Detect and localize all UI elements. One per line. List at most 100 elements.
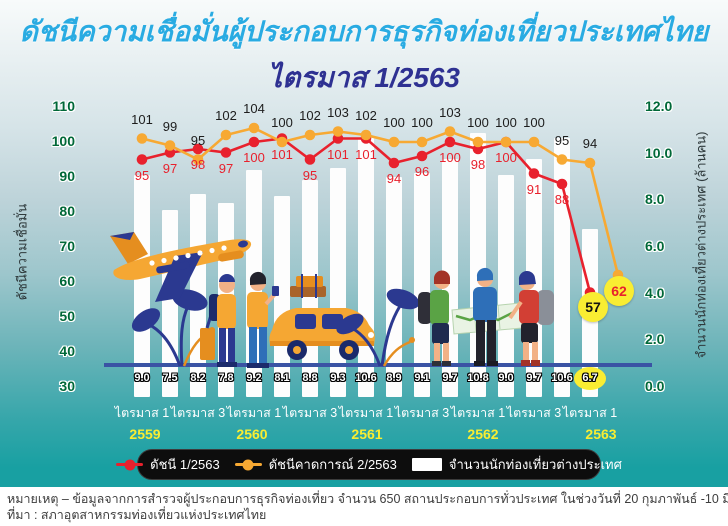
year-label: 2560	[236, 426, 268, 442]
forecast-point-label: 99	[162, 118, 178, 134]
index-point-label: 101	[327, 146, 349, 162]
tourist-bar	[162, 210, 178, 397]
latest-index-badge: 57	[578, 291, 608, 322]
index-point-label: 91	[526, 181, 542, 197]
index-point-label: 95	[134, 167, 150, 183]
left-axis-tick: 100	[51, 133, 75, 149]
right-axis-tick: 4.0	[645, 284, 665, 301]
quarter-label: ไตรมาส 3	[394, 406, 450, 420]
left-axis-tick: 80	[59, 203, 75, 219]
orange-line-marker-icon	[234, 463, 262, 466]
x-axis-baseline	[104, 363, 652, 367]
legend-item-tourists: จำนวนนักท่องเที่ยวต่างประเทศ	[411, 454, 622, 475]
bar-value-label: 8.9	[386, 372, 402, 384]
index-point-label: 100	[439, 150, 461, 165]
bar-value-label: 8.1	[274, 372, 290, 384]
tourists-pair-icon	[200, 271, 279, 368]
index-point-label: 101	[271, 146, 293, 162]
forecast-point-label: 103	[439, 104, 461, 120]
forecast-index-badge: 62	[604, 276, 634, 306]
bar-value-label: 7.8	[218, 372, 234, 384]
latest-tourists-highlight	[574, 367, 606, 390]
red-line-marker-icon	[116, 463, 144, 466]
legend-label: ดัชนีคาดการณ์ 2/2563	[268, 457, 397, 472]
index-point-label: 97	[218, 160, 234, 176]
footnote: หมายเหตุ – ข้อมูลจากการสำรวจผู้ประกอบการ…	[7, 492, 728, 506]
index-point-label: 94	[386, 171, 402, 186]
right-axis-tick: 0.0	[645, 378, 665, 394]
forecast-point-label: 102	[215, 108, 237, 123]
legend-label: จำนวนนักท่องเที่ยวต่างประเทศ	[448, 457, 622, 472]
year-label: 2561	[351, 426, 383, 442]
index-point-label: 100	[495, 150, 517, 165]
legend-label: ดัชนี 1/2563	[150, 457, 220, 472]
forecast-point-label: 103	[327, 104, 349, 120]
legend-item-forecast: ดัชนีคาดการณ์ 2/2563	[234, 454, 397, 475]
index-point-label: 100	[243, 150, 265, 165]
forecast-point-label: 104	[243, 101, 265, 116]
quarter-label: ไตรมาส 1	[114, 406, 170, 420]
bar-value-label: 9.1	[414, 372, 430, 384]
bar-value-label: 10.8	[467, 372, 489, 384]
source-note: ที่มา : สภาอุตสาหกรรมท่องเที่ยวแห่งประเท…	[7, 508, 267, 522]
tourist-bar	[442, 158, 458, 397]
bar-value-label: 9.0	[498, 372, 514, 384]
bar-value-label: 10.6	[355, 372, 377, 384]
forecast-point-label: 102	[299, 108, 321, 123]
bar-value-label: 10.6	[551, 372, 573, 384]
travel-illustration	[110, 232, 554, 368]
tourist-bar	[218, 203, 234, 397]
index-point-label: 88	[554, 192, 570, 207]
quarter-label: ไตรมาส 1	[338, 406, 394, 420]
left-axis-tick: 60	[59, 273, 75, 289]
tourist-bar	[470, 133, 486, 397]
bar-value-label: 9.7	[442, 372, 458, 384]
bar-value-label: 9.3	[330, 372, 346, 384]
right-axis-tick: 6.0	[645, 238, 665, 254]
index-point-label: 98	[190, 157, 206, 172]
year-label: 2563	[585, 426, 617, 442]
index-point-label: 98	[470, 157, 486, 172]
forecast-point-label: 102	[355, 108, 377, 123]
bar-value-label: 9.7	[526, 372, 542, 384]
index-point-label: 95	[302, 167, 318, 183]
bar-value-label: 8.2	[190, 372, 206, 384]
left-axis-tick: 30	[59, 378, 75, 394]
bar-value-label: 6.7	[582, 372, 598, 384]
index-point-label: 96	[414, 164, 430, 179]
forecast-point-label: 100	[411, 115, 433, 130]
forecast-point-label: 101	[131, 111, 153, 127]
quarter-label: ไตรมาส 3	[282, 406, 338, 420]
forecast-point-label: 95	[554, 132, 570, 148]
right-axis-title: จำนวนนักท่องเที่ยวต่างประเทศ (ล้านคน)	[693, 131, 709, 359]
white-bar-marker-icon	[411, 458, 442, 471]
forecast-point-label: 100	[271, 115, 293, 130]
left-axis-tick: 110	[52, 98, 75, 114]
tourist-bar	[554, 137, 570, 397]
left-axis-tick: 40	[59, 343, 75, 359]
left-axis-tick: 90	[59, 168, 75, 184]
bar-value-label: 9.0	[134, 372, 150, 384]
bar-value-label: 9.2	[246, 372, 262, 384]
quarter-label: ไตรมาส 1	[562, 406, 618, 420]
footer: หมายเหตุ – ข้อมูลจากการสำรวจผู้ประกอบการ…	[0, 487, 728, 526]
quarter-label: ไตรมาส 1	[226, 406, 282, 420]
forecast-point-label: 94	[582, 136, 598, 151]
foliage-icon	[336, 288, 420, 367]
legend: ดัชนี 1/2563 ดัชนีคาดการณ์ 2/2563 จำนวนน…	[116, 449, 622, 480]
forecast-point-label: 100	[467, 115, 489, 130]
bar-value-label: 7.5	[162, 372, 178, 384]
chart-title: ดัชนีความเชื่อมั่นผู้ประกอบการธุรกิจท่อง…	[19, 16, 709, 47]
quarter-label: ไตรมาส 3	[506, 406, 562, 420]
left-axis-tick: 70	[59, 238, 75, 254]
right-axis-tick: 8.0	[645, 191, 665, 208]
right-axis-tick: 10.0	[645, 144, 673, 161]
quarter-label: ไตรมาส 3	[170, 406, 226, 420]
index-point-label: 101	[355, 146, 377, 162]
chart-subtitle: ไตรมาส 1/2563	[268, 62, 460, 93]
left-axis-tick: 50	[59, 308, 75, 324]
forecast-point-label: 100	[495, 115, 517, 130]
forecast-point-label: 100	[383, 115, 405, 130]
forecast-point-label: 100	[523, 115, 545, 130]
